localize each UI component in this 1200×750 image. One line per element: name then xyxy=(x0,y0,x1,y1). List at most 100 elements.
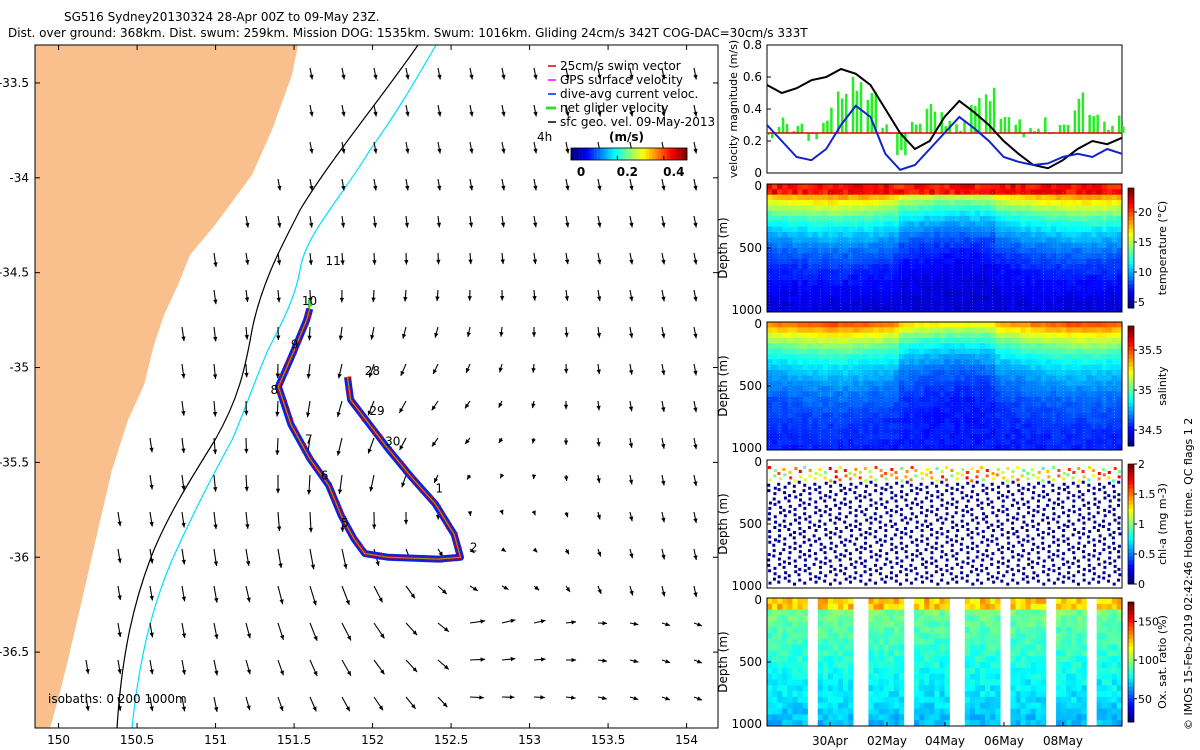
section-cell xyxy=(1025,375,1032,381)
section-cell xyxy=(843,423,849,429)
section-cell xyxy=(782,264,788,270)
section-cell xyxy=(817,237,824,243)
section-cell xyxy=(954,380,961,387)
section-cell xyxy=(898,290,905,297)
section-cell xyxy=(792,184,798,190)
section-cell xyxy=(843,354,849,360)
section-cell xyxy=(1051,184,1057,190)
section-cell xyxy=(939,264,945,270)
section-sample xyxy=(869,521,873,525)
section-cell xyxy=(974,274,981,281)
section-cell xyxy=(1015,184,1021,190)
section-cell xyxy=(883,359,890,365)
section-sample xyxy=(788,545,792,549)
section-cell xyxy=(929,184,935,190)
section-cell xyxy=(883,248,890,254)
section-sample xyxy=(834,516,838,520)
geo-velocity-arrowhead xyxy=(438,551,443,557)
section-cell xyxy=(1051,189,1057,195)
section-cell xyxy=(980,301,986,307)
section-cell xyxy=(787,248,793,254)
section-cell xyxy=(1116,242,1123,249)
geo-velocity-arrowhead xyxy=(500,547,506,552)
section-cell xyxy=(888,184,895,190)
section-cell xyxy=(812,375,819,381)
geo-velocity-arrowhead xyxy=(399,445,404,451)
section-sample xyxy=(809,577,813,581)
section-cell xyxy=(974,327,981,333)
section-cell xyxy=(878,290,884,297)
section-cell xyxy=(1045,338,1052,344)
net-velocity-bar xyxy=(1096,114,1099,133)
section-cell xyxy=(1061,296,1067,302)
section-sample xyxy=(767,489,771,493)
section-cell xyxy=(1015,391,1021,397)
section-colorbar-tick-label: 34.5 xyxy=(1138,424,1163,437)
net-velocity-bar xyxy=(830,107,833,133)
section-cell xyxy=(782,412,788,419)
speed-ytick-label: 0.4 xyxy=(743,102,762,116)
section-cell xyxy=(1000,200,1006,206)
section-cell xyxy=(792,290,798,297)
geo-velocity-arrowhead xyxy=(469,74,474,80)
section-cell xyxy=(792,232,798,238)
section-cell xyxy=(893,359,900,365)
section-cell xyxy=(1025,285,1032,291)
geo-velocity-arrowhead xyxy=(469,548,475,553)
geo-velocity-arrowhead xyxy=(181,706,186,712)
section-sample xyxy=(814,580,818,584)
section-cell xyxy=(1015,226,1021,233)
section-sample xyxy=(798,532,802,536)
section-cell xyxy=(863,258,869,265)
section-colorbar-step xyxy=(1128,244,1134,249)
swim-vector xyxy=(347,377,352,381)
geo-velocity-arrowhead xyxy=(213,524,218,530)
section-cell xyxy=(868,258,874,265)
geo-velocity-arrowhead xyxy=(410,593,415,599)
net-velocity-bar xyxy=(944,126,947,133)
section-cell xyxy=(843,380,849,387)
section-cell xyxy=(985,428,991,435)
section-cell xyxy=(838,269,844,275)
geo-velocity-arrowhead xyxy=(275,450,280,456)
section-colorbar-step xyxy=(1128,300,1134,305)
section-cell xyxy=(1111,200,1118,206)
section-cell xyxy=(822,301,829,307)
section-cell xyxy=(822,338,829,344)
section-cell xyxy=(873,269,879,275)
section-cell xyxy=(929,280,935,286)
section-cell xyxy=(924,428,930,435)
section-sample xyxy=(854,519,858,523)
section-sample xyxy=(773,566,777,570)
section-sample xyxy=(894,471,898,474)
section-cell xyxy=(995,402,1001,408)
section-cell xyxy=(1086,232,1092,238)
section-cell xyxy=(1101,269,1108,275)
section-sample xyxy=(843,497,847,501)
net-velocity-bar xyxy=(1029,127,1032,133)
section-sample xyxy=(818,519,822,523)
section-sample xyxy=(880,577,884,581)
section-cell xyxy=(863,338,869,344)
section-cell xyxy=(843,391,849,397)
swim-vector xyxy=(342,516,347,519)
section-cell xyxy=(1000,189,1006,195)
section-cell xyxy=(903,423,910,429)
section-cell xyxy=(1030,274,1037,281)
section-cell xyxy=(822,386,829,392)
section-cell xyxy=(893,194,900,201)
section-cell xyxy=(1056,280,1062,286)
section-cell xyxy=(1056,237,1062,243)
section-sample xyxy=(855,548,859,552)
section-cell xyxy=(1015,296,1021,302)
section-cell xyxy=(843,226,849,233)
section-sample xyxy=(778,552,782,556)
section-cell xyxy=(782,407,788,413)
section-sample xyxy=(858,471,862,474)
section-cell xyxy=(1010,264,1016,270)
section-cell xyxy=(1010,184,1016,190)
section-sample xyxy=(829,541,833,545)
section-cell xyxy=(1035,423,1042,429)
section-cell xyxy=(888,221,895,227)
section-sample xyxy=(885,500,889,504)
